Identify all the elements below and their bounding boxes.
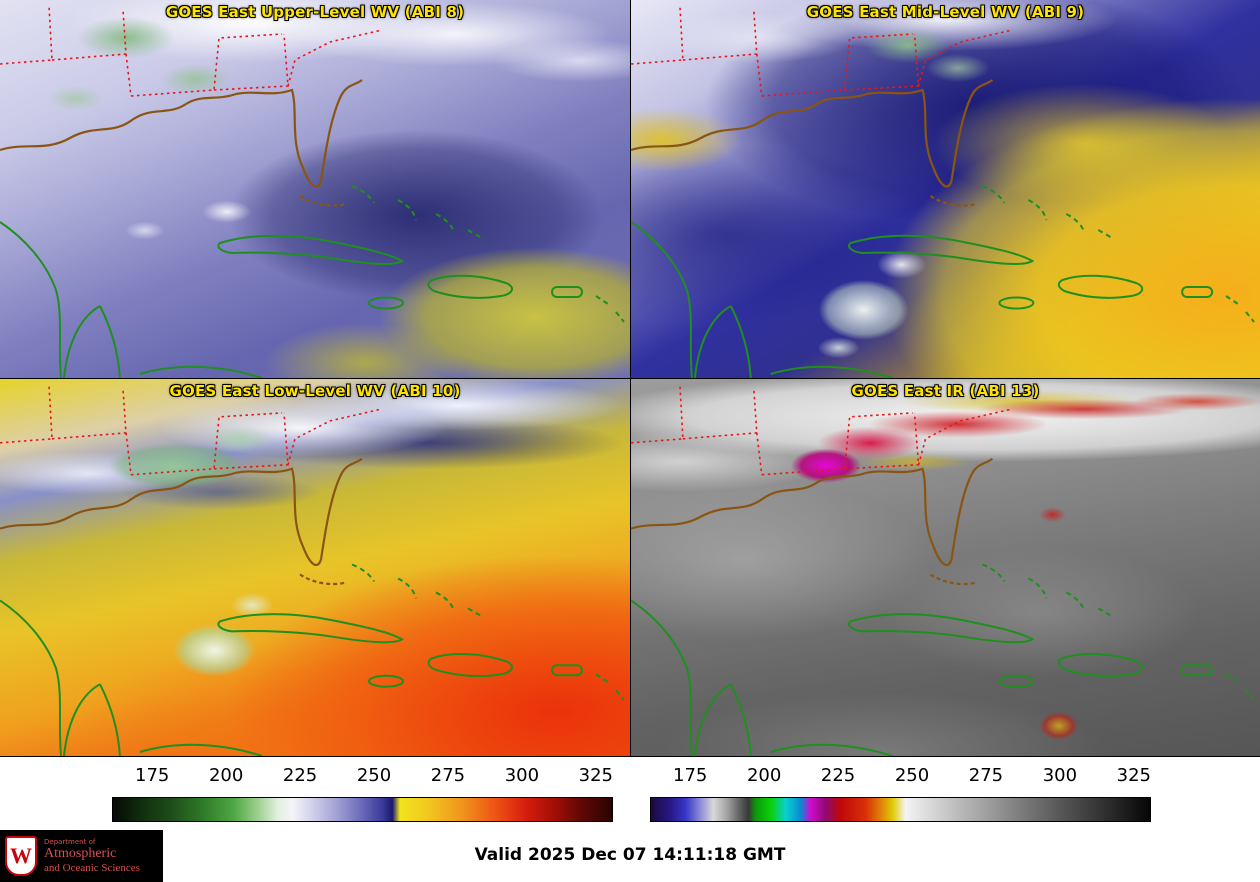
tick-label: 275 <box>430 765 466 786</box>
tick-label: 325 <box>578 765 613 786</box>
wv-colorbar-ticks: 175 200 225 250 275 300 325 <box>135 765 613 786</box>
colorbar-row: 175 200 225 250 275 300 325 175 200 225 … <box>0 757 1260 830</box>
map-overlay <box>631 383 1256 756</box>
aos-department-logo: W Department of Atmospheric and Oceanic … <box>0 830 163 882</box>
map-overlay <box>631 4 1256 378</box>
panel-title-mid-wv: GOES East Mid-Level WV (ABI 9) <box>806 3 1085 21</box>
panel-title-upper-wv: GOES East Upper-Level WV (ABI 8) <box>165 3 465 21</box>
tick-label: 325 <box>1116 765 1151 786</box>
tick-label: 250 <box>894 765 930 786</box>
tick-label: 250 <box>356 765 392 786</box>
crest-letter: W <box>10 843 32 868</box>
ir-colorbar <box>650 797 1151 822</box>
panel-title-ir: GOES East IR (ABI 13) <box>851 382 1040 400</box>
tick-label: 275 <box>968 765 1004 786</box>
tick-label: 225 <box>820 765 856 786</box>
map-overlay <box>0 4 626 378</box>
logo-text: Department of Atmospheric and Oceanic Sc… <box>44 838 140 875</box>
ir-colorbar-ticks: 175 200 225 250 275 300 325 <box>673 765 1151 786</box>
tick-label: 300 <box>1042 765 1078 786</box>
panel-upper-level-wv: GOES East Upper-Level WV (ABI 8) <box>0 0 630 378</box>
logo-line-atmospheric: Atmospheric <box>44 845 117 861</box>
panel-low-level-wv: GOES East Low-Level WV (ABI 10) <box>0 378 630 756</box>
tick-label: 300 <box>504 765 540 786</box>
wv-colorbar <box>112 797 613 822</box>
tick-label: 175 <box>135 765 170 786</box>
panel-title-low-wv: GOES East Low-Level WV (ABI 10) <box>169 382 461 400</box>
map-overlay <box>0 383 626 756</box>
tick-label: 200 <box>208 765 244 786</box>
panel-ir: GOES East IR (ABI 13) <box>630 378 1260 756</box>
tick-label: 175 <box>673 765 708 786</box>
valid-time-label: Valid 2025 Dec 07 14:11:18 GMT <box>474 845 786 865</box>
uw-crest-icon: W <box>5 836 37 876</box>
logo-line-department-of: Department of <box>44 837 96 846</box>
footer: W Department of Atmospheric and Oceanic … <box>0 830 1260 882</box>
tick-label: 200 <box>746 765 782 786</box>
logo-line-oceanic-sciences: and Oceanic Sciences <box>44 861 140 874</box>
tick-label: 225 <box>282 765 318 786</box>
panel-mid-level-wv: GOES East Mid-Level WV (ABI 9) <box>630 0 1260 378</box>
satellite-quad-grid: GOES East Upper-Level WV (ABI 8) GOES Ea… <box>0 0 1260 757</box>
